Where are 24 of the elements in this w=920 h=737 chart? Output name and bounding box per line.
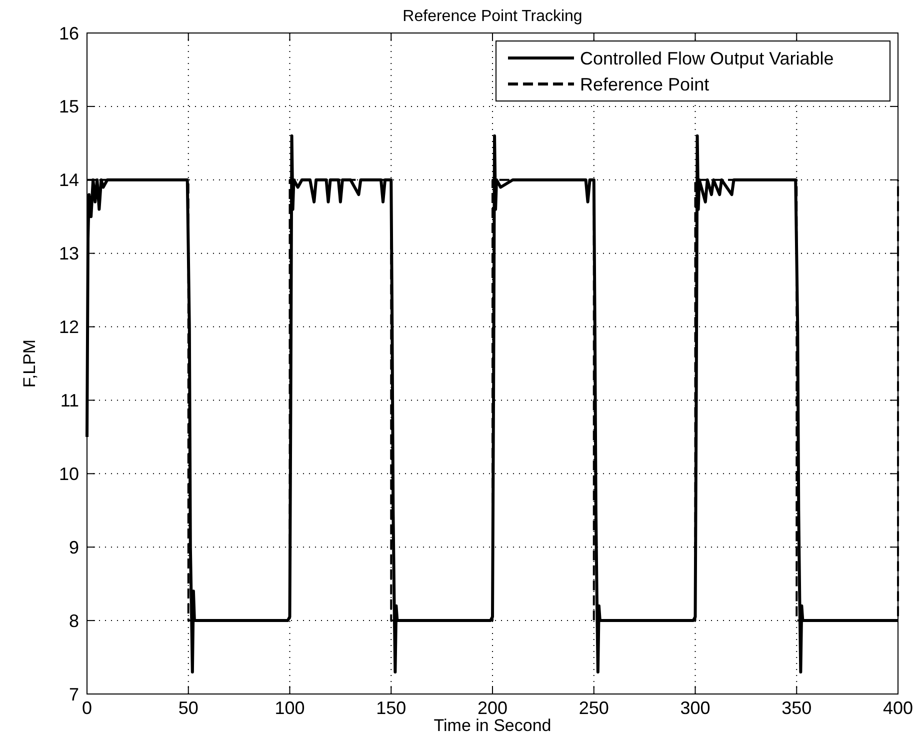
x-tick-label: 300 xyxy=(680,698,710,718)
chart-title: Reference Point Tracking xyxy=(402,8,582,25)
y-tick-label: 11 xyxy=(60,390,79,411)
y-tick-label: 7 xyxy=(68,684,79,704)
x-tick-label: 350 xyxy=(782,698,812,718)
legend-label: Controlled Flow Output Variable xyxy=(580,48,834,68)
y-tick-label: 15 xyxy=(58,96,79,117)
x-tick-label: 0 xyxy=(82,698,92,718)
y-tick-label: 12 xyxy=(58,317,79,338)
legend-label: Reference Point xyxy=(580,74,710,94)
x-tick-label: 50 xyxy=(178,698,198,718)
x-axis-title: Time in Second xyxy=(434,716,552,735)
x-tick-label: 100 xyxy=(274,698,305,718)
y-tick-label: 14 xyxy=(58,170,79,190)
y-tick-label: 16 xyxy=(58,23,79,44)
x-tick-label: 250 xyxy=(578,698,609,718)
y-tick-label: 9 xyxy=(68,537,79,558)
x-tick-label: 200 xyxy=(477,698,508,718)
y-tick-label: 8 xyxy=(68,610,79,631)
y-axis-title: F,LPM xyxy=(20,339,39,388)
y-tick-label: 10 xyxy=(58,464,79,484)
y-tick-label: 13 xyxy=(58,244,79,264)
x-tick-label: 150 xyxy=(376,698,406,718)
x-tick-label: 400 xyxy=(882,698,914,718)
